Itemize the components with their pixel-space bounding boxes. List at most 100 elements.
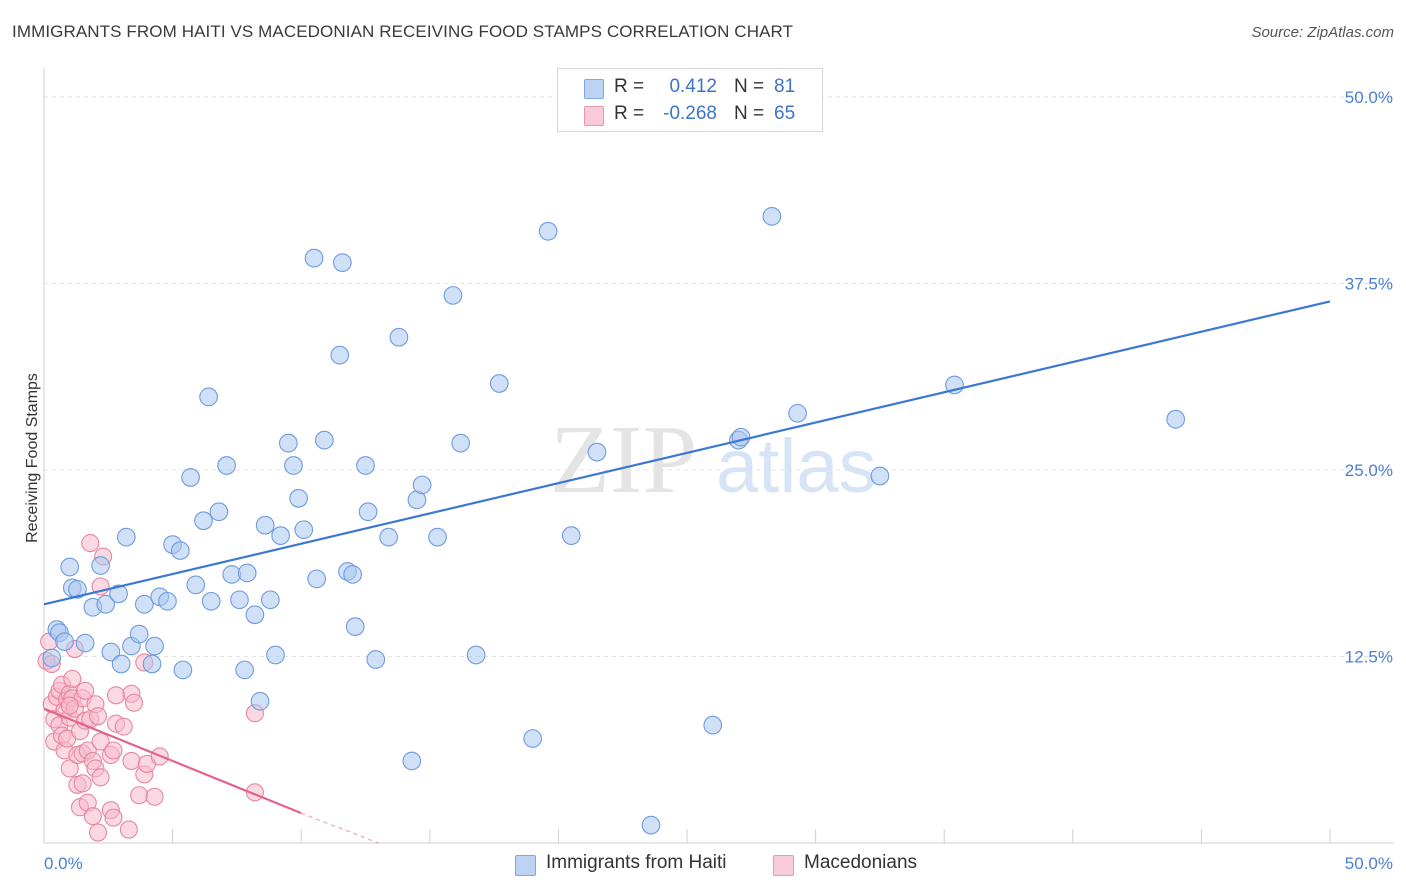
legend-swatch-blue (584, 79, 604, 99)
data-point (266, 645, 285, 665)
data-point (186, 575, 206, 595)
data-point (278, 433, 298, 453)
data-point (217, 456, 236, 475)
x-tick-label: 0.0% (44, 854, 83, 873)
data-point (88, 707, 108, 726)
legend-r-value: 0.412 (669, 76, 717, 97)
data-point (83, 807, 102, 826)
data-point (379, 527, 398, 547)
data-point (114, 717, 133, 736)
data-point (91, 768, 110, 787)
legend-label: Immigrants from Haiti (546, 852, 727, 873)
data-point (60, 557, 80, 577)
data-point (101, 642, 121, 662)
watermark: ZIP atlas (550, 406, 877, 514)
data-point (230, 590, 249, 610)
data-point (104, 808, 123, 827)
legend-swatch-pink (584, 106, 604, 126)
y-tick-label: 25.0% (1345, 461, 1393, 480)
data-point (489, 374, 509, 393)
data-point (60, 759, 79, 778)
correlation-legend: R = 0.412 N = 81 R = -0.268 N = 65 (557, 68, 823, 132)
data-point (91, 556, 110, 575)
data-point (124, 693, 144, 712)
data-point (762, 207, 782, 226)
series-immigrants-from-haiti (42, 105, 1186, 835)
trend-line-haiti (43, 300, 1331, 606)
data-point (194, 511, 213, 531)
data-point (345, 617, 365, 637)
data-point (304, 248, 324, 268)
data-point (106, 686, 126, 705)
data-point (561, 526, 581, 545)
data-point (255, 515, 275, 535)
data-point (245, 605, 265, 625)
data-point (119, 820, 138, 839)
data-point (68, 580, 87, 599)
data-point (222, 565, 242, 584)
data-point (75, 633, 95, 653)
data-point (731, 427, 751, 447)
data-point (389, 327, 409, 347)
data-point (523, 729, 543, 748)
series-legend: Immigrants from Haiti Macedonians (0, 852, 1406, 878)
data-point (587, 442, 607, 462)
legend-n-value: 81 (774, 76, 796, 97)
data-point (358, 502, 378, 522)
series-macedonians (37, 534, 264, 842)
data-point (201, 591, 221, 611)
data-point (237, 563, 257, 583)
data-point (111, 654, 131, 674)
data-point (250, 691, 270, 711)
data-point (116, 527, 136, 547)
data-point (142, 654, 162, 674)
data-point (73, 774, 92, 793)
legend-r-label: R = (614, 103, 645, 124)
data-point (428, 527, 447, 547)
data-point (60, 696, 79, 715)
data-point (307, 569, 326, 589)
data-point (96, 594, 116, 614)
data-point (289, 488, 308, 508)
trend-lines (43, 300, 1331, 844)
data-point (181, 468, 200, 487)
legend-n-label: N = (734, 76, 765, 97)
trend-line-macedonians-extension (300, 812, 379, 844)
data-point (412, 475, 432, 495)
data-point (76, 681, 95, 700)
y-tick-label: 50.0% (1345, 88, 1393, 107)
data-point (158, 591, 177, 611)
data-point (199, 387, 218, 407)
data-point (235, 660, 254, 680)
data-point (294, 520, 314, 540)
data-point (284, 456, 303, 475)
legend-label: Macedonians (804, 852, 918, 873)
data-point (130, 786, 149, 805)
data-point (703, 715, 723, 735)
data-point (104, 741, 123, 760)
data-point (271, 526, 290, 545)
data-point (55, 632, 74, 651)
y-tick-labels: 12.5% 25.0% 37.5% 50.0% (1345, 88, 1393, 667)
data-point (870, 466, 890, 486)
data-point (402, 751, 422, 771)
data-point (170, 541, 190, 560)
legend-n-label: N = (734, 103, 765, 124)
x-tick-label: 50.0% (1345, 854, 1393, 873)
chart-source: Source: ZipAtlas.com (1251, 24, 1394, 41)
data-point (145, 636, 164, 656)
data-point (343, 565, 362, 584)
data-point (314, 430, 334, 450)
data-point (42, 648, 62, 668)
y-tick-label: 12.5% (1345, 648, 1393, 667)
legend-swatch-pink (773, 855, 794, 876)
trend-line-macedonians (43, 707, 302, 815)
data-point (538, 221, 558, 241)
data-point (81, 534, 100, 553)
data-point (122, 751, 141, 770)
data-point (788, 403, 807, 423)
data-point (466, 645, 486, 665)
data-point (451, 433, 471, 453)
data-point (209, 502, 229, 522)
watermark-zip: ZIP (550, 406, 697, 514)
